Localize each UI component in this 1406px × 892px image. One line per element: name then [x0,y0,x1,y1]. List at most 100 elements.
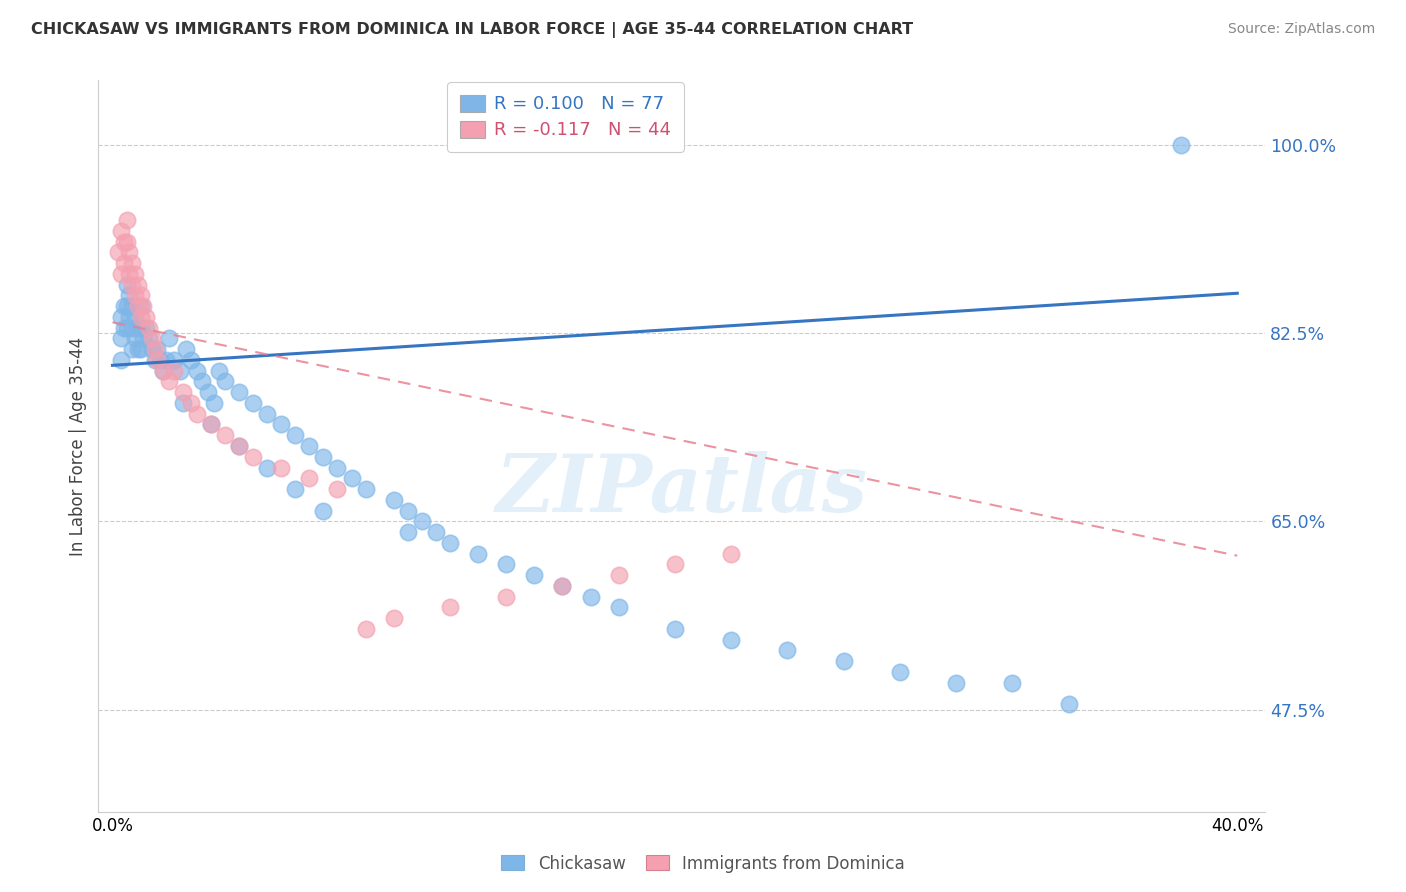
Point [163,353,186,368]
Point [495,558,517,572]
Point [607,568,630,582]
Point [228,385,250,400]
Point [174,342,197,356]
Point [107,245,129,260]
Point [149,353,172,368]
Point [191,375,214,389]
Point [312,450,335,464]
Point [551,579,574,593]
Point [124,310,146,324]
Point [129,299,152,313]
Point [157,375,180,389]
Point [129,310,152,324]
Point [200,417,222,432]
Point [202,396,225,410]
Point [110,310,132,324]
Point [121,320,143,334]
Point [118,267,141,281]
Point [132,331,155,345]
Point [163,364,186,378]
Point [172,396,194,410]
Point [579,590,602,604]
Point [214,428,236,442]
Point [340,471,363,485]
Point [889,665,911,679]
Point [129,342,152,356]
Point [523,568,546,582]
Point [228,439,250,453]
Point [141,342,163,356]
Point [115,235,138,249]
Point [180,396,202,410]
Point [439,536,461,550]
Point [146,342,169,356]
Text: Source: ZipAtlas.com: Source: ZipAtlas.com [1227,22,1375,37]
Point [135,310,157,324]
Point [172,385,194,400]
Point [382,492,405,507]
Point [143,342,166,356]
Text: ZIPatlas: ZIPatlas [496,451,868,529]
Point [186,407,208,421]
Text: CHICKASAW VS IMMIGRANTS FROM DOMINICA IN LABOR FORCE | AGE 35-44 CORRELATION CHA: CHICKASAW VS IMMIGRANTS FROM DOMINICA IN… [31,22,912,38]
Point [118,245,141,260]
Point [551,579,574,593]
Point [169,364,191,378]
Point [298,439,321,453]
Point [127,320,149,334]
Point [129,288,152,302]
Point [1001,675,1024,690]
Y-axis label: In Labor Force | Age 35-44: In Labor Force | Age 35-44 [69,336,87,556]
Point [411,514,433,528]
Point [467,547,489,561]
Point [141,331,163,345]
Point [124,331,146,345]
Point [270,417,292,432]
Point [208,364,231,378]
Point [157,331,180,345]
Point [242,396,264,410]
Point [115,320,138,334]
Point [354,622,377,636]
Point [124,288,146,302]
Point [110,267,132,281]
Point [256,407,278,421]
Point [1057,697,1080,711]
Point [138,331,160,345]
Point [115,213,138,227]
Point [110,224,132,238]
Point [832,654,855,668]
Point [121,299,143,313]
Point [152,364,174,378]
Point [200,417,222,432]
Point [112,299,135,313]
Point [326,460,349,475]
Point [607,600,630,615]
Point [112,256,135,270]
Point [256,460,278,475]
Point [110,331,132,345]
Point [284,482,307,496]
Point [197,385,219,400]
Point [143,353,166,368]
Point [720,547,742,561]
Point [146,353,169,368]
Point [152,364,174,378]
Point [945,675,967,690]
Point [228,439,250,453]
Point [118,288,141,302]
Point [127,277,149,292]
Point [127,342,149,356]
Point [129,320,152,334]
Point [326,482,349,496]
Point [396,503,419,517]
Point [155,353,177,368]
Point [284,428,307,442]
Point [115,277,138,292]
Point [312,503,335,517]
Point [270,460,292,475]
Legend: R = 0.100   N = 77, R = -0.117   N = 44: R = 0.100 N = 77, R = -0.117 N = 44 [447,82,683,153]
Point [495,590,517,604]
Point [242,450,264,464]
Point [298,471,321,485]
